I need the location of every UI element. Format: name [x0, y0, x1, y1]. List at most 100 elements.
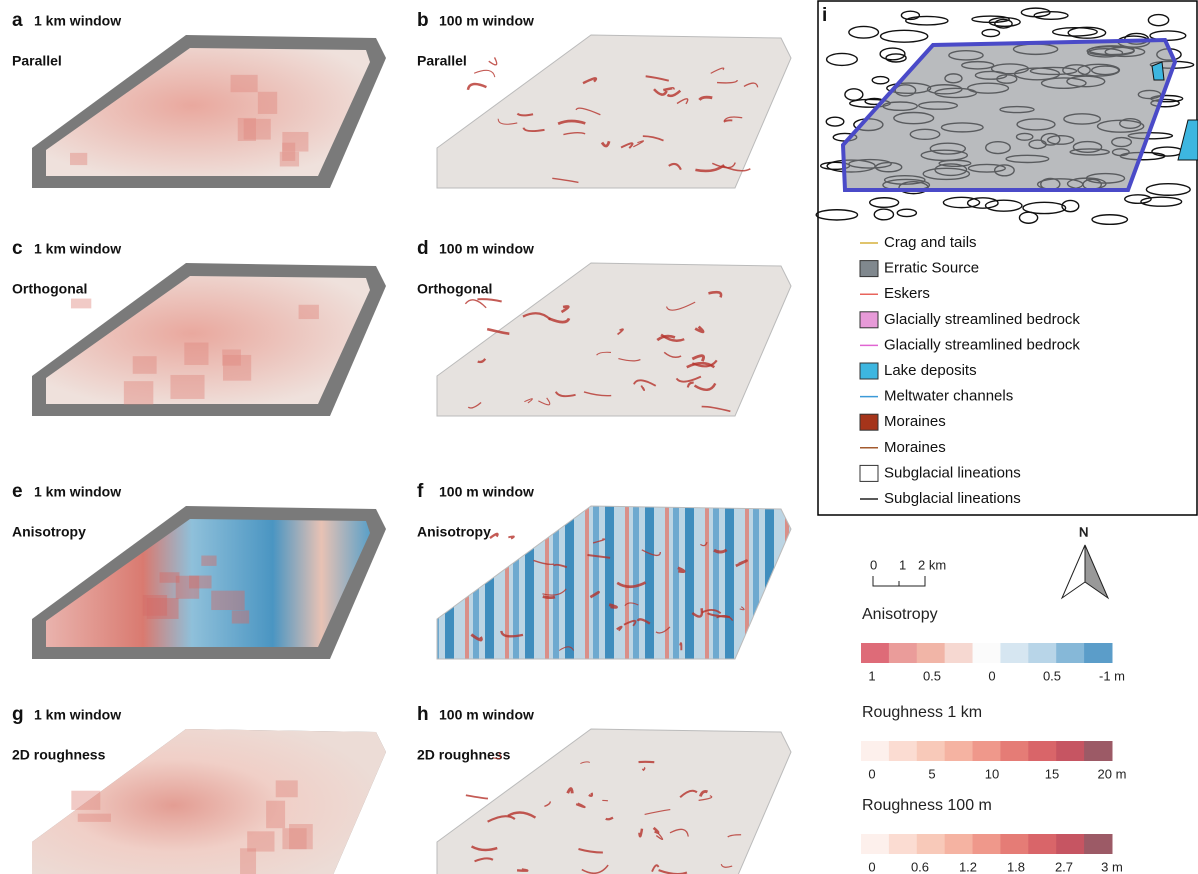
panel-letter: f: [417, 481, 424, 502]
map-feature: [489, 57, 497, 64]
panel-window: 100 m window: [439, 241, 534, 257]
north-arrow: [1062, 545, 1085, 598]
scale-label: -1 m: [1099, 668, 1125, 683]
map-blob: [70, 153, 87, 165]
map-blob: [124, 381, 153, 404]
legend-symbol: [860, 414, 878, 430]
map-blob: [71, 299, 91, 309]
map-feature: [465, 300, 486, 308]
scale-label: 1.8: [1007, 859, 1025, 874]
panel-window: 1 km window: [34, 707, 121, 723]
map-blob: [266, 801, 285, 828]
color-cell: [973, 834, 1001, 854]
panel-letter: b: [417, 10, 429, 31]
panel-letter: i: [822, 5, 827, 26]
map-blob: [231, 75, 258, 92]
color-cell: [889, 741, 917, 761]
color-cell: [1000, 834, 1028, 854]
legend-label: Subglacial lineations: [884, 464, 1021, 481]
color-cell: [889, 834, 917, 854]
color-cell: [945, 741, 973, 761]
color-cell: [1028, 834, 1056, 854]
map-blob: [189, 576, 211, 589]
legend-label: Moraines: [884, 439, 946, 456]
panel-letter: c: [12, 238, 23, 259]
color-cell: [1084, 741, 1112, 761]
scale-label: 0: [988, 668, 995, 683]
panel-subtitle: Parallel: [12, 53, 62, 69]
color-cell: [1084, 643, 1112, 663]
color-cell: [917, 834, 945, 854]
map-feature: [508, 536, 514, 538]
color-cell: [861, 643, 889, 663]
map-blob: [232, 610, 249, 623]
color-cell: [945, 643, 973, 663]
map-blob: [276, 780, 298, 797]
panel-window: 1 km window: [34, 241, 121, 257]
scale-label: 3 m: [1101, 859, 1123, 874]
panel-window: 100 m window: [439, 707, 534, 723]
color-cell: [861, 741, 889, 761]
map-blob: [258, 92, 277, 114]
color-cell: [1084, 834, 1112, 854]
panel-subtitle: 2D roughness: [12, 747, 106, 763]
north-label: N: [1079, 524, 1088, 539]
scale-label: 1: [899, 557, 906, 572]
map-blob: [282, 132, 308, 152]
map-blob: [201, 556, 216, 566]
map-feature: [474, 70, 495, 77]
map-feature: [477, 299, 501, 301]
map-blob: [147, 598, 179, 619]
scale-label: 2.7: [1055, 859, 1073, 874]
legend-label: Subglacial lineations: [884, 490, 1021, 507]
map-blob: [299, 305, 319, 319]
panel-letter: g: [12, 704, 24, 725]
panel-letter: a: [12, 10, 23, 31]
scale-label: 2 km: [918, 557, 946, 572]
scale-title: Anisotropy: [862, 606, 938, 623]
map-blob: [170, 375, 204, 399]
panel-window: 1 km window: [34, 13, 121, 29]
legend-symbol: [860, 465, 878, 481]
scale-label: 10: [985, 766, 999, 781]
scale-label: 5: [928, 766, 935, 781]
map-blob: [133, 356, 157, 374]
panel-subtitle: Orthogonal: [12, 281, 87, 297]
panel-subtitle: Parallel: [417, 53, 467, 69]
scale-title: Roughness 1 km: [862, 704, 982, 721]
map-blob: [247, 831, 274, 851]
scale-label: 0: [868, 859, 875, 874]
color-cell: [973, 643, 1001, 663]
map-raster: [32, 35, 386, 188]
scale-label: 0: [870, 557, 877, 572]
map-feature: [543, 597, 555, 598]
map-feature: [517, 869, 527, 870]
color-cell: [917, 643, 945, 663]
legend-label: Eskers: [884, 285, 930, 302]
scale-label: 0.5: [1043, 668, 1061, 683]
map-blob: [280, 152, 299, 167]
scale-label: 0.5: [923, 668, 941, 683]
panel-window: 1 km window: [34, 484, 121, 500]
legend-label: Glacially streamlined bedrock: [884, 336, 1080, 353]
map-blob: [223, 355, 251, 381]
color-cell: [1028, 741, 1056, 761]
map-blob: [240, 848, 256, 874]
color-cell: [1056, 741, 1084, 761]
panel-letter: h: [417, 704, 429, 725]
scale-label: 0.6: [911, 859, 929, 874]
color-cell: [917, 741, 945, 761]
legend-symbol: [860, 312, 878, 328]
panel-window: 100 m window: [439, 484, 534, 500]
color-cell: [945, 834, 973, 854]
map-raster: [437, 35, 791, 188]
map-blob: [71, 791, 100, 810]
scale-label: 1: [868, 668, 875, 683]
map-fill: [437, 35, 791, 188]
legend-label: Moraines: [884, 413, 946, 430]
legend-label: Lake deposits: [884, 362, 977, 379]
color-cell: [1000, 741, 1028, 761]
panel-subtitle: Anisotropy: [417, 524, 491, 540]
color-cell: [973, 741, 1001, 761]
map-blob: [289, 824, 313, 849]
